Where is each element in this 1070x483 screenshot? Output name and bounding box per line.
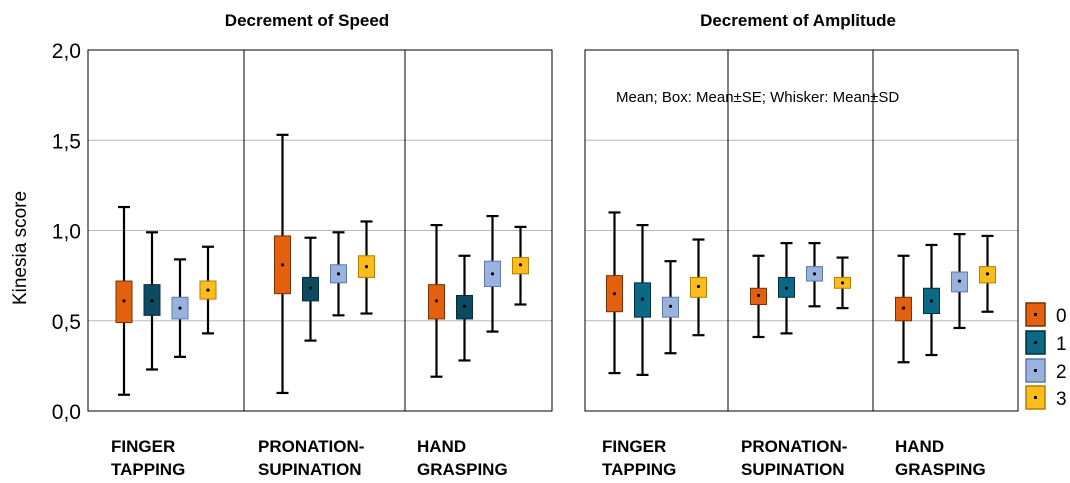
legend-label: 0 <box>1056 306 1067 327</box>
mean-point <box>122 299 126 303</box>
panel-title: Decrement of Amplitude <box>700 11 896 30</box>
mean-point <box>178 306 182 310</box>
panel-frame <box>87 49 553 412</box>
mean-point <box>336 272 341 276</box>
category-label-line1: HAND <box>417 437 466 456</box>
category-label-line2: SUPINATION <box>741 460 845 479</box>
mean-point <box>462 304 467 308</box>
mean-point <box>490 272 495 276</box>
legend-label: 3 <box>1056 389 1067 410</box>
legend-swatch-dot <box>1033 368 1038 373</box>
mean-point <box>929 299 934 303</box>
panel-title: Decrement of Speed <box>225 11 389 30</box>
mean-point <box>364 265 369 269</box>
category-label-line2: TAPPING <box>602 460 676 479</box>
mean-point <box>957 279 962 283</box>
mean-point <box>518 263 523 267</box>
mean-point <box>280 263 285 267</box>
legend-label: 1 <box>1056 334 1067 355</box>
mean-point <box>150 299 154 303</box>
category-label-line1: FINGER <box>111 437 175 456</box>
y-tick-label: 0,5 <box>52 311 81 334</box>
mean-point <box>812 272 817 276</box>
legend-label: 2 <box>1056 362 1067 383</box>
y-tick-label: 0,0 <box>52 401 81 424</box>
mean-point <box>308 286 313 290</box>
mean-point <box>901 306 906 310</box>
chart-annotation: Mean; Box: Mean±SE; Whisker: Mean±SD <box>616 89 899 106</box>
y-tick-label: 1,0 <box>52 221 81 244</box>
mean-point <box>640 297 645 301</box>
panel-frame <box>584 49 1019 412</box>
mean-point <box>612 292 617 296</box>
mean-point <box>206 288 210 292</box>
category-label-line1: FINGER <box>602 437 666 456</box>
legend-swatch-dot <box>1033 312 1038 317</box>
y-tick-label: 2,0 <box>52 40 81 63</box>
mean-point <box>696 284 701 289</box>
category-label-line2: GRASPING <box>417 460 508 479</box>
y-tick-label: 1,5 <box>52 130 81 153</box>
legend-swatch-dot <box>1033 340 1038 345</box>
category-label-line2: TAPPING <box>111 460 185 479</box>
mean-point <box>784 286 789 290</box>
mean-point <box>668 304 673 308</box>
mean-point <box>756 293 761 298</box>
mean-point <box>985 272 990 276</box>
category-label-line1: PRONATION- <box>741 437 847 456</box>
legend-swatch-dot <box>1033 395 1038 400</box>
category-label-line1: PRONATION- <box>258 437 364 456</box>
y-axis-label: Kinesia score <box>10 191 31 305</box>
category-label-line2: GRASPING <box>895 460 986 479</box>
mean-point <box>840 281 845 285</box>
category-label-line1: HAND <box>895 437 944 456</box>
category-label-line2: SUPINATION <box>258 460 362 479</box>
mean-point <box>434 299 439 303</box>
